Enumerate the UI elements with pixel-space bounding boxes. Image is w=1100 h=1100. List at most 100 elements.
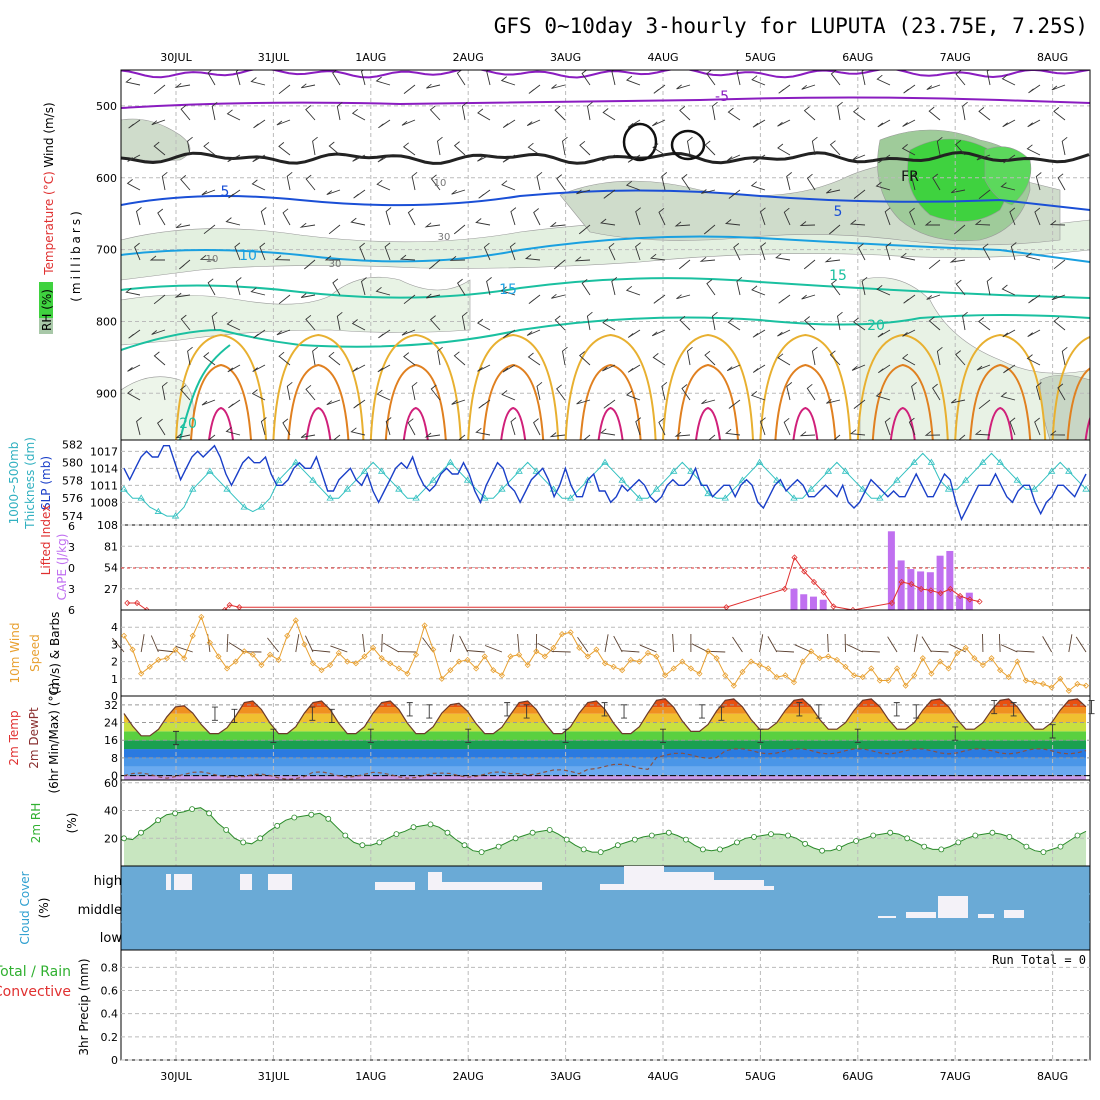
wind-barb [1028, 294, 1041, 304]
rh2m-marker [563, 836, 570, 843]
wind-barb [457, 278, 466, 296]
wind10-marker [670, 665, 677, 672]
wind10-marker [825, 653, 832, 660]
wind-barb [377, 154, 391, 163]
wind-barb [936, 346, 943, 366]
isotherm-hottest [208, 406, 234, 440]
wind10-barb [459, 635, 468, 653]
pressure-ticks: 500 600 700 800 900 [96, 100, 117, 400]
rh2m-marker [529, 829, 536, 836]
contour-label: 20 [179, 416, 197, 432]
wind-barb [724, 219, 741, 226]
wind-barb [536, 171, 543, 191]
wind-barb [752, 329, 766, 338]
wind-barb [476, 318, 491, 331]
wind-barb [586, 311, 593, 331]
wind-barb [751, 75, 766, 86]
isotherm-hot [774, 363, 837, 440]
wind-barb [352, 364, 366, 372]
wind-barb [829, 350, 841, 366]
slp-tick-label: 1008 [90, 496, 118, 509]
date-label-bottom: 2AUG [453, 1070, 484, 1083]
contour-labels: -5 5 5 10 15 15 20 20 FR 10 10 30 30 [179, 89, 919, 432]
wind-barb [926, 294, 941, 300]
min-max-bar [621, 704, 628, 719]
wind10-marker [198, 613, 205, 620]
wind-barb [902, 329, 916, 337]
wind-barb [1002, 329, 1016, 338]
wind10-marker [816, 655, 823, 662]
wind-barb [876, 285, 891, 296]
wind-barb [703, 224, 716, 235]
wind10-barb [381, 633, 383, 653]
wind-barb [926, 84, 941, 91]
thickness-marker [721, 494, 729, 501]
wind-barb [876, 74, 891, 86]
wind-barb [174, 292, 191, 298]
wind-barb [1061, 346, 1068, 366]
wind-barb [587, 101, 593, 121]
precip-label-a: Total / Rain [0, 964, 71, 980]
wind-barb [778, 84, 791, 94]
wind-barb [602, 108, 616, 121]
rh2m-marker [751, 834, 757, 840]
wind-barb [783, 207, 791, 226]
isotherm-hottest [305, 406, 332, 440]
wind-axis-label: Wind (m/s) [42, 102, 56, 167]
wind-barb [1061, 136, 1068, 156]
wind10-barb [887, 636, 898, 653]
thickness-marker [515, 467, 523, 474]
min-max-bar [893, 702, 900, 717]
wind-barb [955, 70, 966, 86]
date-label-top: 2AUG [453, 51, 484, 64]
thickness-line [123, 452, 1087, 517]
wind-barb [924, 430, 941, 436]
wind10-label-c: (m/s) & Barbs [48, 612, 62, 695]
wind-barb [157, 208, 166, 226]
date-label-bottom: 30JUL [160, 1070, 192, 1083]
wind-barb [750, 181, 766, 191]
wind10-marker [954, 649, 961, 657]
isotherm-hot [677, 363, 739, 440]
rh2m-marker [768, 831, 774, 837]
cape-tick-label: 27 [104, 583, 118, 596]
isotherm-hot [579, 363, 642, 440]
temp2m-tick-label: 0 [111, 770, 118, 783]
rh2m-marker [1040, 849, 1047, 855]
wind-barb [861, 70, 866, 86]
wind-barb [376, 179, 391, 191]
wind10-marker [1014, 658, 1021, 665]
temperature-band [124, 731, 1086, 741]
wind-barb [681, 174, 691, 191]
wind-barb [403, 352, 416, 366]
wind-barb [226, 109, 241, 121]
wind10-marker [799, 658, 806, 665]
wind-barb [1000, 182, 1016, 191]
wind-barb [305, 174, 316, 191]
thickness-marker [807, 485, 815, 492]
temp2m-tick-label: 24 [104, 717, 118, 730]
wind10-label-a: 10m Wind [8, 623, 22, 684]
rh2m-marker [410, 824, 417, 831]
wind-barb [527, 352, 541, 366]
wind10-marker [224, 665, 231, 672]
wind-barb [153, 84, 166, 95]
wind-barb [478, 399, 491, 409]
wind-barb [877, 329, 891, 338]
rh2m-marker [393, 831, 400, 837]
slp-label: SLP (mb) [39, 456, 53, 510]
wind10-marker [705, 648, 712, 655]
wind-barb [424, 222, 441, 228]
isotherm-warm [467, 333, 560, 440]
wind10-barb [732, 636, 743, 653]
wind-barb [352, 154, 366, 162]
wind-barb [253, 329, 266, 339]
thickness-marker [154, 507, 163, 514]
wind-barb [1051, 84, 1066, 91]
wind-barb [625, 180, 641, 191]
wind-barb [830, 70, 841, 86]
wind-barb [955, 140, 966, 156]
li-tick-label: 6 [68, 604, 75, 617]
wind10-marker [438, 675, 445, 682]
wind-barb [556, 174, 566, 191]
